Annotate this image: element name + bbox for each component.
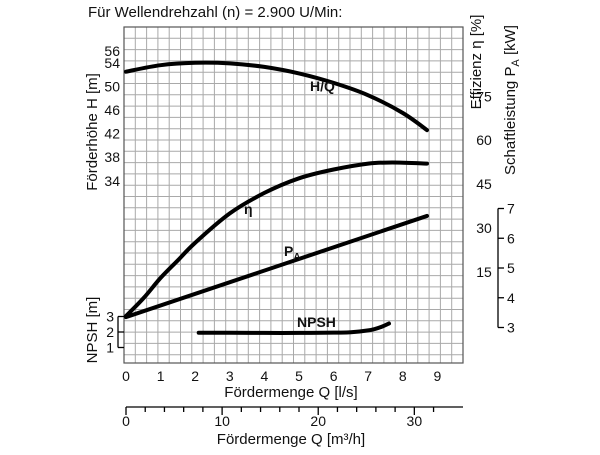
x2-tick-3: 30 (407, 413, 423, 429)
bottom-axis-ticks: 0 1 2 3 4 5 6 7 8 9 0 10 20 30 (122, 368, 463, 429)
power-axis-label: Schaftleistung PA [kW] (502, 25, 522, 175)
grid (123, 26, 464, 364)
head-tick-4: 50 (104, 78, 120, 94)
power-tick-0: 3 (507, 320, 515, 336)
power-curve (124, 213, 430, 320)
efficiency-curve (124, 160, 429, 318)
power-tick-4: 7 (507, 201, 515, 217)
hq-curve (124, 60, 429, 133)
x2-tick-0: 0 (122, 413, 130, 429)
curve-label-hq: H/Q (310, 78, 335, 94)
power-axis-label-sub: A (510, 59, 522, 67)
chart-title: Für Wellendrehzahl (n) = 2.900 U/Min: (88, 4, 342, 21)
x-tick-9: 9 (434, 368, 442, 384)
curve-label-pa-sub: A (293, 252, 300, 263)
x2-axis-label: Fördermenge Q [m³/h] (217, 431, 365, 448)
head-tick-2: 42 (104, 126, 120, 142)
eff-tick-2: 45 (476, 176, 492, 192)
npsh-curve (196, 321, 391, 335)
x-tick-1: 1 (157, 368, 165, 384)
x-tick-2: 2 (191, 368, 199, 384)
curve-label-npsh: NPSH (297, 314, 336, 330)
npsh-tick-0: 1 (106, 340, 114, 356)
eff-tick-4: 75 (476, 88, 492, 104)
x2-tick-1: 10 (214, 413, 230, 429)
x-tick-3: 3 (226, 368, 234, 384)
efficiency-axis-label: Effizienz η [%] (468, 15, 485, 110)
x-tick-0: 0 (122, 368, 130, 384)
x-tick-4: 4 (261, 368, 269, 384)
x-tick-6: 6 (330, 368, 338, 384)
power-tick-3: 6 (507, 230, 515, 246)
curve-label-pa: PA (284, 243, 301, 263)
plot-frame (123, 26, 464, 364)
npsh-tick-1: 2 (106, 324, 114, 340)
curve-label-eta: η (244, 201, 253, 217)
head-tick-5: 54 (104, 55, 120, 71)
head-tick-3: 46 (104, 102, 120, 118)
curves (124, 60, 430, 335)
head-axis-label: Förderhöhe H [m] (84, 73, 101, 191)
power-tick-2: 5 (507, 260, 515, 276)
power-tick-1: 4 (507, 290, 515, 306)
x2-tick-2: 20 (310, 413, 326, 429)
power-axis-label-unit: [kW] (502, 25, 519, 59)
eff-tick-1: 30 (476, 220, 492, 236)
x-tick-7: 7 (364, 368, 372, 384)
eff-tick-0: 15 (476, 264, 492, 280)
x-tick-8: 8 (399, 368, 407, 384)
head-tick-1: 38 (104, 149, 120, 165)
head-tick-6: 56 (104, 43, 120, 59)
curve-label-pa-main: P (284, 243, 293, 259)
npsh-axis-label: NPSH [m] (84, 297, 101, 364)
eff-tick-3: 60 (476, 132, 492, 148)
head-tick-0: 34 (104, 173, 120, 189)
npsh-tick-2: 3 (106, 309, 114, 325)
x-axis-label: Fördermenge Q [l/s] (224, 384, 357, 401)
x-tick-5: 5 (295, 368, 303, 384)
power-axis-label-main: Schaftleistung P (502, 67, 519, 175)
